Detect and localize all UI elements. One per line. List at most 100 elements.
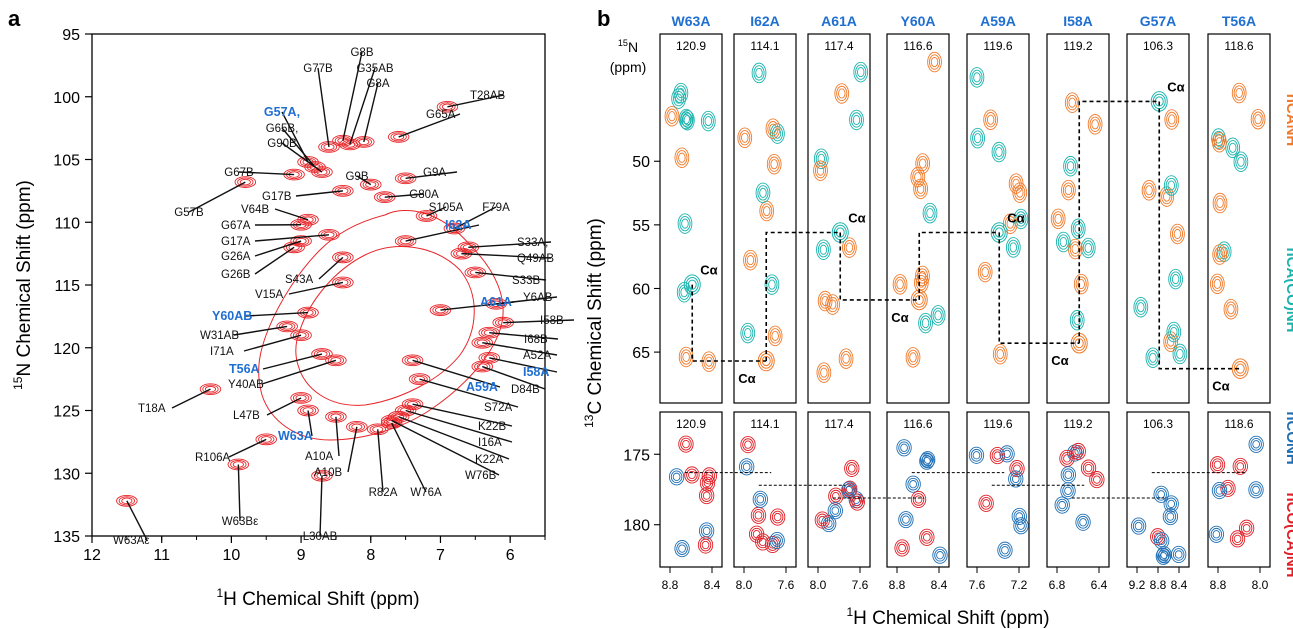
bottom-contour xyxy=(1240,521,1253,535)
leader-line xyxy=(412,359,501,388)
top-contour xyxy=(983,109,998,130)
top-y-tick-label: 65 xyxy=(632,345,650,362)
top-contour xyxy=(1176,348,1184,359)
x-tick-label: 10 xyxy=(222,547,240,564)
bottom-contour xyxy=(1166,512,1175,521)
bottom-contour xyxy=(744,440,752,449)
top-contour xyxy=(766,276,778,293)
peak-contour xyxy=(330,357,342,364)
top-contour xyxy=(1227,304,1235,315)
top-contour xyxy=(741,132,749,143)
bottom-contour xyxy=(678,544,686,553)
strip-x-tick-label: 8.8 xyxy=(889,578,906,592)
bottom-contour xyxy=(1252,485,1260,494)
leader-line xyxy=(335,416,340,457)
peak-contour xyxy=(234,176,257,188)
top-contour xyxy=(1014,184,1026,201)
bottom-contour xyxy=(1236,462,1245,471)
peak-contour xyxy=(116,495,138,507)
peak-label: G57A, xyxy=(264,105,300,119)
top-contour xyxy=(765,118,781,139)
panel-a-label: a xyxy=(8,6,21,31)
top-contour xyxy=(995,146,1003,158)
top-contour xyxy=(759,187,767,198)
bottom-contour xyxy=(846,462,858,475)
bottom-contour xyxy=(1080,459,1097,477)
top-contour xyxy=(813,160,828,181)
bottom-contour xyxy=(668,468,685,486)
bottom-contour xyxy=(1238,519,1255,537)
bottom-y-tick-label: 180 xyxy=(623,518,650,535)
strip-header: T56A xyxy=(1222,13,1256,29)
peak-contour xyxy=(380,417,403,429)
peak-label: S33A, xyxy=(517,237,548,249)
leader-line xyxy=(126,500,148,541)
peak-label: Y60AB xyxy=(212,309,252,323)
bottom-contour xyxy=(818,515,827,525)
strip-n15-bottom: 120.9 xyxy=(676,417,706,431)
peak-contour xyxy=(404,355,421,365)
top-contour xyxy=(1170,326,1178,338)
peak-label: W63Bε xyxy=(222,516,258,528)
peak-contour xyxy=(121,497,133,505)
ca-connectivity-line xyxy=(1078,100,1160,344)
strip-top-frame xyxy=(1046,33,1110,404)
top-contour xyxy=(1212,244,1228,265)
peak-contour xyxy=(316,168,328,176)
strip-x-tick-label: 8.0 xyxy=(1252,578,1269,592)
top-contour xyxy=(678,108,694,130)
peak-contour xyxy=(297,404,319,417)
peak-label: G57B xyxy=(174,207,204,219)
ca-peak-contour xyxy=(687,279,697,290)
top-contour xyxy=(664,105,680,127)
bottom-contour xyxy=(1242,524,1251,533)
bottom-contour xyxy=(688,470,696,480)
bottom-contour xyxy=(700,489,713,502)
bottom-contour xyxy=(1233,534,1242,544)
top-contour xyxy=(916,183,925,194)
top-contour xyxy=(915,265,930,287)
top-contour xyxy=(838,88,846,99)
leader-line xyxy=(228,438,267,458)
peak-contour xyxy=(325,354,347,367)
legend-entry: hCANH xyxy=(1283,94,1293,147)
bottom-contour xyxy=(1232,457,1248,475)
bottom-contour xyxy=(1010,472,1022,486)
top-contour xyxy=(915,153,931,174)
top-contour xyxy=(973,72,981,83)
peak-contour xyxy=(276,320,298,333)
peak-contour xyxy=(401,398,424,411)
top-contour xyxy=(751,62,767,84)
bottom-contour xyxy=(919,452,935,470)
n15-axis-title: 15N xyxy=(618,38,638,55)
top-contour xyxy=(1225,137,1241,159)
bottom-contour xyxy=(907,477,919,491)
bottom-contour xyxy=(831,506,840,515)
bottom-contour xyxy=(993,451,1002,460)
peak-contour xyxy=(316,350,328,358)
x-tick-label: 12 xyxy=(83,547,101,564)
peak-contour xyxy=(295,331,307,339)
strip-t56a: T56A 118.6 118.6 8.8 8.0 xyxy=(1207,13,1271,592)
bottom-contour xyxy=(999,445,1015,463)
top-contour xyxy=(1168,268,1183,290)
peak-contour xyxy=(483,354,495,362)
top-contour xyxy=(816,239,831,260)
bottom-contour xyxy=(1210,527,1223,541)
peak-label: S105A xyxy=(429,202,464,214)
peak-label: R82A xyxy=(369,487,398,499)
top-contour xyxy=(1231,82,1247,104)
top-contour xyxy=(1171,274,1180,285)
top-contour xyxy=(924,205,936,221)
ca-label: Cα xyxy=(738,371,755,386)
peak-label: G77B xyxy=(303,63,333,75)
peak-contour xyxy=(288,244,300,251)
leader-line xyxy=(405,409,513,443)
bottom-contour xyxy=(896,541,908,555)
leader-line xyxy=(281,142,323,173)
bottom-contour xyxy=(849,493,865,511)
peak-label: L30AB xyxy=(303,531,338,543)
peak-contour xyxy=(290,329,312,342)
y-tick-label: 130 xyxy=(53,466,80,483)
leader-line xyxy=(295,190,343,197)
